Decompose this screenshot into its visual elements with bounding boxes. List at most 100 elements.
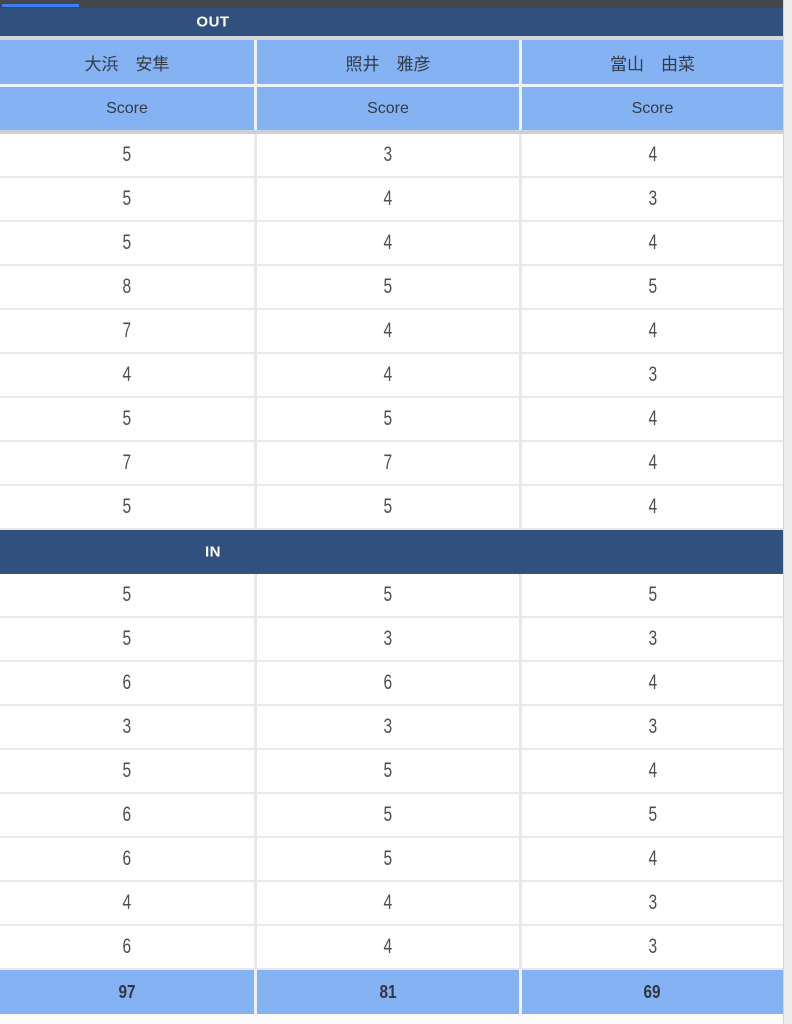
- score-cell: 5: [522, 266, 783, 310]
- score-cell: 8: [0, 266, 254, 310]
- divider: [0, 130, 783, 134]
- score-cell: 5: [0, 750, 254, 794]
- score-cell: 3: [522, 882, 783, 926]
- score-value: 5: [648, 275, 657, 298]
- score-value: 6: [122, 847, 132, 870]
- in-rows-section: 5 5 5 5 3 3 6 6 4 3 3 3 5 5 4 6 5 5 6 5 4 4 4 3 6 4 3: [0, 574, 783, 970]
- score-row: 5 3 3: [0, 618, 783, 662]
- score-value: 4: [383, 231, 393, 254]
- total-cell: 97: [0, 970, 254, 1014]
- score-cell: 5: [257, 486, 519, 530]
- score-cell: 5: [257, 794, 519, 838]
- score-value: 3: [383, 143, 393, 166]
- score-value: 5: [122, 759, 132, 782]
- score-cell: 4: [522, 442, 783, 486]
- score-cell: 4: [522, 486, 783, 530]
- score-value: 3: [648, 715, 657, 738]
- score-cell: 4: [522, 134, 783, 178]
- score-value: 6: [383, 671, 393, 694]
- score-value: 4: [648, 231, 657, 254]
- score-value: 5: [383, 759, 393, 782]
- score-value: 6: [122, 935, 132, 958]
- score-value: 5: [122, 495, 132, 518]
- score-value: 5: [122, 231, 132, 254]
- score-value: 6: [122, 803, 132, 826]
- score-cell: 4: [522, 310, 783, 354]
- section-label-out: OUT: [196, 13, 230, 31]
- score-cell: 5: [257, 574, 519, 618]
- score-value: 4: [122, 363, 132, 386]
- score-cell: 4: [0, 354, 254, 398]
- total-value: 69: [643, 981, 662, 1002]
- score-cell: 5: [522, 794, 783, 838]
- score-value: 5: [122, 583, 132, 606]
- score-value: 4: [383, 935, 393, 958]
- totals-row: 97 81 69: [0, 970, 783, 1014]
- score-value: 6: [122, 671, 132, 694]
- score-row: 6 5 4: [0, 838, 783, 882]
- score-row: 6 4 3: [0, 926, 783, 970]
- score-cell: 3: [257, 706, 519, 750]
- score-header-cell: Score: [0, 87, 254, 130]
- score-row: 7 4 4: [0, 310, 783, 354]
- score-cell: 5: [0, 486, 254, 530]
- score-cell: 6: [0, 662, 254, 706]
- score-cell: 4: [257, 178, 519, 222]
- score-value: 4: [383, 319, 393, 342]
- scrollbar-track[interactable]: [783, 0, 792, 1024]
- score-cell: 6: [0, 926, 254, 970]
- score-value: 5: [122, 143, 132, 166]
- total-value: 81: [379, 981, 397, 1002]
- score-cell: 5: [0, 178, 254, 222]
- score-value: 7: [122, 451, 132, 474]
- divider: [0, 84, 783, 87]
- score-row: 4 4 3: [0, 882, 783, 926]
- score-cell: 3: [0, 706, 254, 750]
- score-cell: 6: [257, 662, 519, 706]
- score-value: 5: [648, 583, 657, 606]
- score-cell: 4: [257, 926, 519, 970]
- out-rows-section: 5 3 4 5 4 3 5 4 4 8 5 5 7 4 4 4 4 3 5 5 4 7 7 4 5 5 4: [0, 134, 783, 530]
- score-value: 3: [383, 715, 393, 738]
- score-value: 5: [383, 803, 393, 826]
- score-value: 8: [122, 275, 132, 298]
- section-header-in: IN: [0, 530, 783, 574]
- score-cell: 4: [257, 882, 519, 926]
- score-row: 5 5 4: [0, 486, 783, 530]
- score-value: 4: [648, 407, 657, 430]
- score-cell: 3: [257, 134, 519, 178]
- score-cell: 3: [522, 618, 783, 662]
- score-row: 5 5 4: [0, 398, 783, 442]
- score-cell: 4: [257, 310, 519, 354]
- score-value: 3: [648, 363, 657, 386]
- score-value: 3: [122, 715, 132, 738]
- section-header-out: OUT: [0, 8, 783, 36]
- score-cell: 3: [522, 706, 783, 750]
- score-value: 4: [648, 847, 657, 870]
- score-cell: 5: [0, 134, 254, 178]
- active-tab-indicator: [2, 4, 79, 7]
- score-cell: 7: [0, 442, 254, 486]
- score-value: 4: [648, 319, 657, 342]
- score-value: 4: [648, 671, 657, 694]
- score-cell: 4: [522, 750, 783, 794]
- score-cell: 7: [257, 442, 519, 486]
- score-row: 5 4 4: [0, 222, 783, 266]
- player-name-cell: 照井 雅彦: [257, 40, 519, 84]
- score-row: 8 5 5: [0, 266, 783, 310]
- score-cell: 5: [257, 398, 519, 442]
- score-value: 4: [122, 891, 132, 914]
- score-value: 3: [383, 627, 393, 650]
- score-value: 3: [648, 187, 657, 210]
- score-cell: 3: [257, 618, 519, 662]
- score-cell: 5: [522, 574, 783, 618]
- score-header-cell: Score: [522, 87, 783, 130]
- score-value: 7: [122, 319, 132, 342]
- score-value: 5: [383, 275, 393, 298]
- divider: [0, 36, 783, 40]
- score-row: 4 4 3: [0, 354, 783, 398]
- score-value: 3: [648, 935, 657, 958]
- score-cell: 5: [0, 222, 254, 266]
- score-header-cell: Score: [257, 87, 519, 130]
